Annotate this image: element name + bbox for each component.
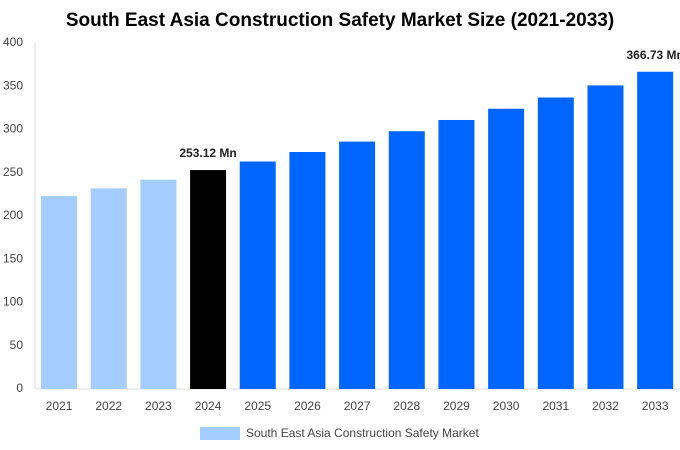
bar (41, 196, 78, 389)
y-tick-label: 200 (3, 208, 23, 222)
y-tick-label: 350 (3, 78, 23, 92)
bar (90, 188, 127, 389)
bar (140, 179, 177, 389)
bar (488, 108, 525, 390)
y-tick-label: 150 (3, 251, 23, 265)
y-tick-label: 100 (3, 295, 23, 309)
bar (190, 170, 227, 389)
bar (438, 119, 475, 390)
y-tick-label: 0 (16, 381, 23, 395)
x-tick-label: 2033 (642, 399, 669, 413)
bar (339, 141, 376, 389)
bar (587, 85, 624, 389)
bar (239, 161, 276, 389)
x-tick-label: 2026 (294, 399, 321, 413)
x-tick-label: 2024 (195, 399, 222, 413)
x-tick-label: 2021 (46, 399, 73, 413)
bar (388, 131, 425, 390)
y-tick-label: 250 (3, 165, 23, 179)
bar (637, 71, 674, 389)
x-tick-label: 2025 (244, 399, 271, 413)
y-tick-label: 50 (10, 338, 24, 352)
x-tick-label: 2029 (443, 399, 470, 413)
x-tick-label: 2031 (542, 399, 569, 413)
bar (537, 97, 574, 390)
x-tick-label: 2022 (95, 399, 122, 413)
y-tick-label: 300 (3, 122, 23, 136)
y-tick-label: 400 (3, 35, 23, 49)
value-label: 366.73 Mn (626, 48, 680, 62)
legend-swatch (200, 427, 240, 440)
x-tick-label: 2028 (393, 399, 420, 413)
x-tick-label: 2023 (145, 399, 172, 413)
bar (289, 151, 326, 389)
legend-label: South East Asia Construction Safety Mark… (246, 426, 479, 440)
value-label: 253.12 Mn (179, 146, 236, 160)
x-tick-label: 2032 (592, 399, 619, 413)
chart-title: South East Asia Construction Safety Mark… (66, 10, 614, 31)
x-tick-label: 2030 (493, 399, 520, 413)
x-tick-label: 2027 (344, 399, 371, 413)
